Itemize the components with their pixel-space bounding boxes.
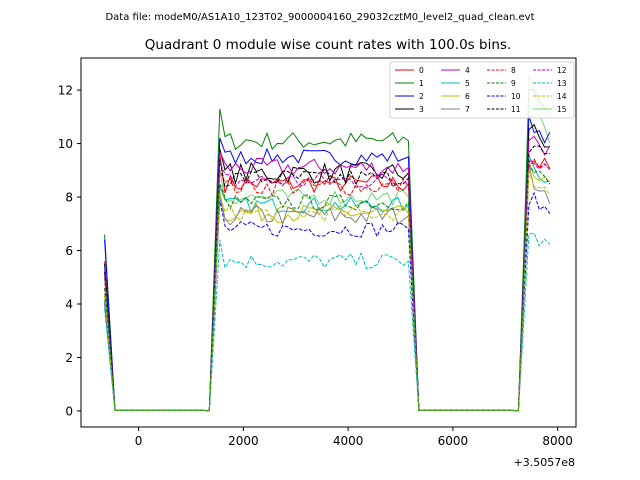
x-tick-label: 2000	[228, 434, 259, 448]
legend-box	[389, 61, 575, 119]
x-tick-label: 8000	[542, 434, 573, 448]
legend-label-2: 2	[419, 92, 424, 101]
axes-frame	[80, 57, 577, 428]
series-line-8	[104, 158, 551, 412]
series-line-15	[104, 74, 551, 412]
series-line-0	[104, 154, 551, 412]
legend-label-0: 0	[419, 66, 424, 75]
y-tick-label: 6	[65, 244, 73, 258]
legend-label-11: 11	[511, 105, 521, 114]
y-tick-label: 12	[58, 84, 73, 98]
series-line-4	[104, 135, 551, 412]
series-line-10	[104, 191, 551, 412]
y-tick-label: 8	[65, 191, 73, 205]
series-line-13	[104, 232, 551, 412]
legend-label-5: 5	[465, 79, 470, 88]
x-tick-label: 0	[135, 434, 143, 448]
legend-label-7: 7	[465, 105, 470, 114]
y-tick-label: 0	[65, 404, 73, 418]
series-line-2	[104, 115, 551, 412]
legend-label-6: 6	[465, 92, 470, 101]
legend-label-4: 4	[465, 66, 470, 75]
legend-label-1: 1	[419, 79, 424, 88]
legend-label-14: 14	[557, 92, 567, 101]
legend-label-3: 3	[419, 105, 424, 114]
series-line-3	[104, 123, 550, 412]
series-line-12	[104, 160, 551, 412]
legend-label-10: 10	[511, 92, 521, 101]
legend-label-12: 12	[557, 66, 567, 75]
x-tick-label: 4000	[333, 434, 364, 448]
series-line-14	[104, 170, 551, 412]
chart-title: Quadrant 0 module wise count rates with …	[145, 37, 511, 53]
legend-label-13: 13	[557, 79, 567, 88]
y-tick-label: 4	[65, 298, 73, 312]
legend-label-8: 8	[511, 66, 516, 75]
series-line-1	[104, 88, 551, 412]
legend-label-9: 9	[511, 79, 516, 88]
x-axis-offset-label: +3.5057e8	[514, 456, 575, 469]
data-file-header: Data file: modeM0/AS1A10_123T02_90000041…	[105, 12, 534, 23]
y-tick-label: 10	[58, 137, 73, 151]
y-tick-label: 2	[65, 351, 73, 365]
series-line-6	[104, 161, 551, 412]
x-tick-label: 6000	[438, 434, 469, 448]
series-line-7	[104, 163, 551, 412]
series-line-5	[104, 155, 550, 412]
plot-area	[104, 74, 551, 412]
legend-label-15: 15	[557, 105, 567, 114]
series-line-11	[104, 145, 550, 412]
